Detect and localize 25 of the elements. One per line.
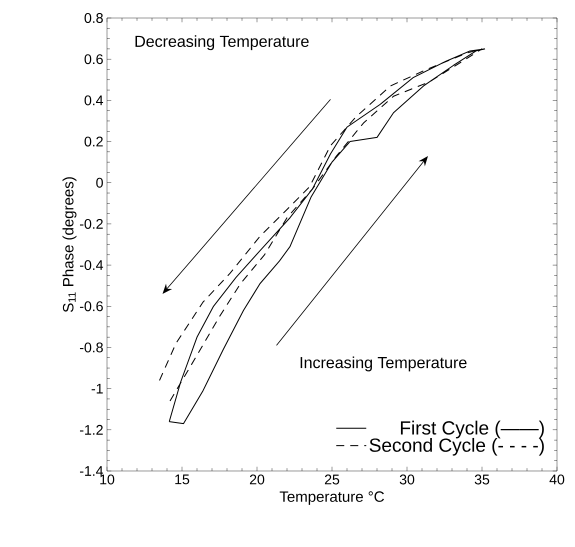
x-tick-label: 10: [100, 474, 114, 484]
x-tick-label: 40: [550, 474, 564, 484]
y-tick-label: -1.4: [80, 466, 104, 476]
y-axis-title: S$_{11}$ Phase (degrees): [62, 177, 76, 312]
annotation: Increasing Temperature: [300, 356, 467, 372]
annotation: Decreasing Temperature: [136, 35, 309, 50]
legend-label: First Cycle (——): [400, 420, 544, 438]
y-tick-label: 0.8: [84, 13, 103, 23]
y-tick-label: -0.2: [80, 218, 103, 229]
x-tick-label: 35: [474, 474, 490, 484]
y-tick-label: 0.4: [84, 95, 104, 106]
legend-label: Second Cycle (- - - -): [370, 438, 544, 456]
y-tick-label: -1.2: [80, 424, 103, 435]
y-tick-label: -0.8: [80, 342, 103, 352]
y-tick-label: 0.6: [84, 54, 103, 64]
y-tick-label: 0.2: [84, 136, 103, 147]
y-tick-label: -1: [92, 384, 103, 394]
y-tick-label: -0.6: [80, 301, 103, 312]
y-tick-label: -0.4: [80, 260, 104, 270]
x-tick-label: 30: [400, 474, 414, 484]
x-tick-label: 20: [250, 474, 264, 484]
x-tick-label: 25: [324, 474, 340, 484]
x-tick-label: 15: [175, 474, 190, 484]
y-tick-label: 0: [96, 178, 103, 188]
x-axis-title: Temperature °C: [280, 491, 384, 505]
